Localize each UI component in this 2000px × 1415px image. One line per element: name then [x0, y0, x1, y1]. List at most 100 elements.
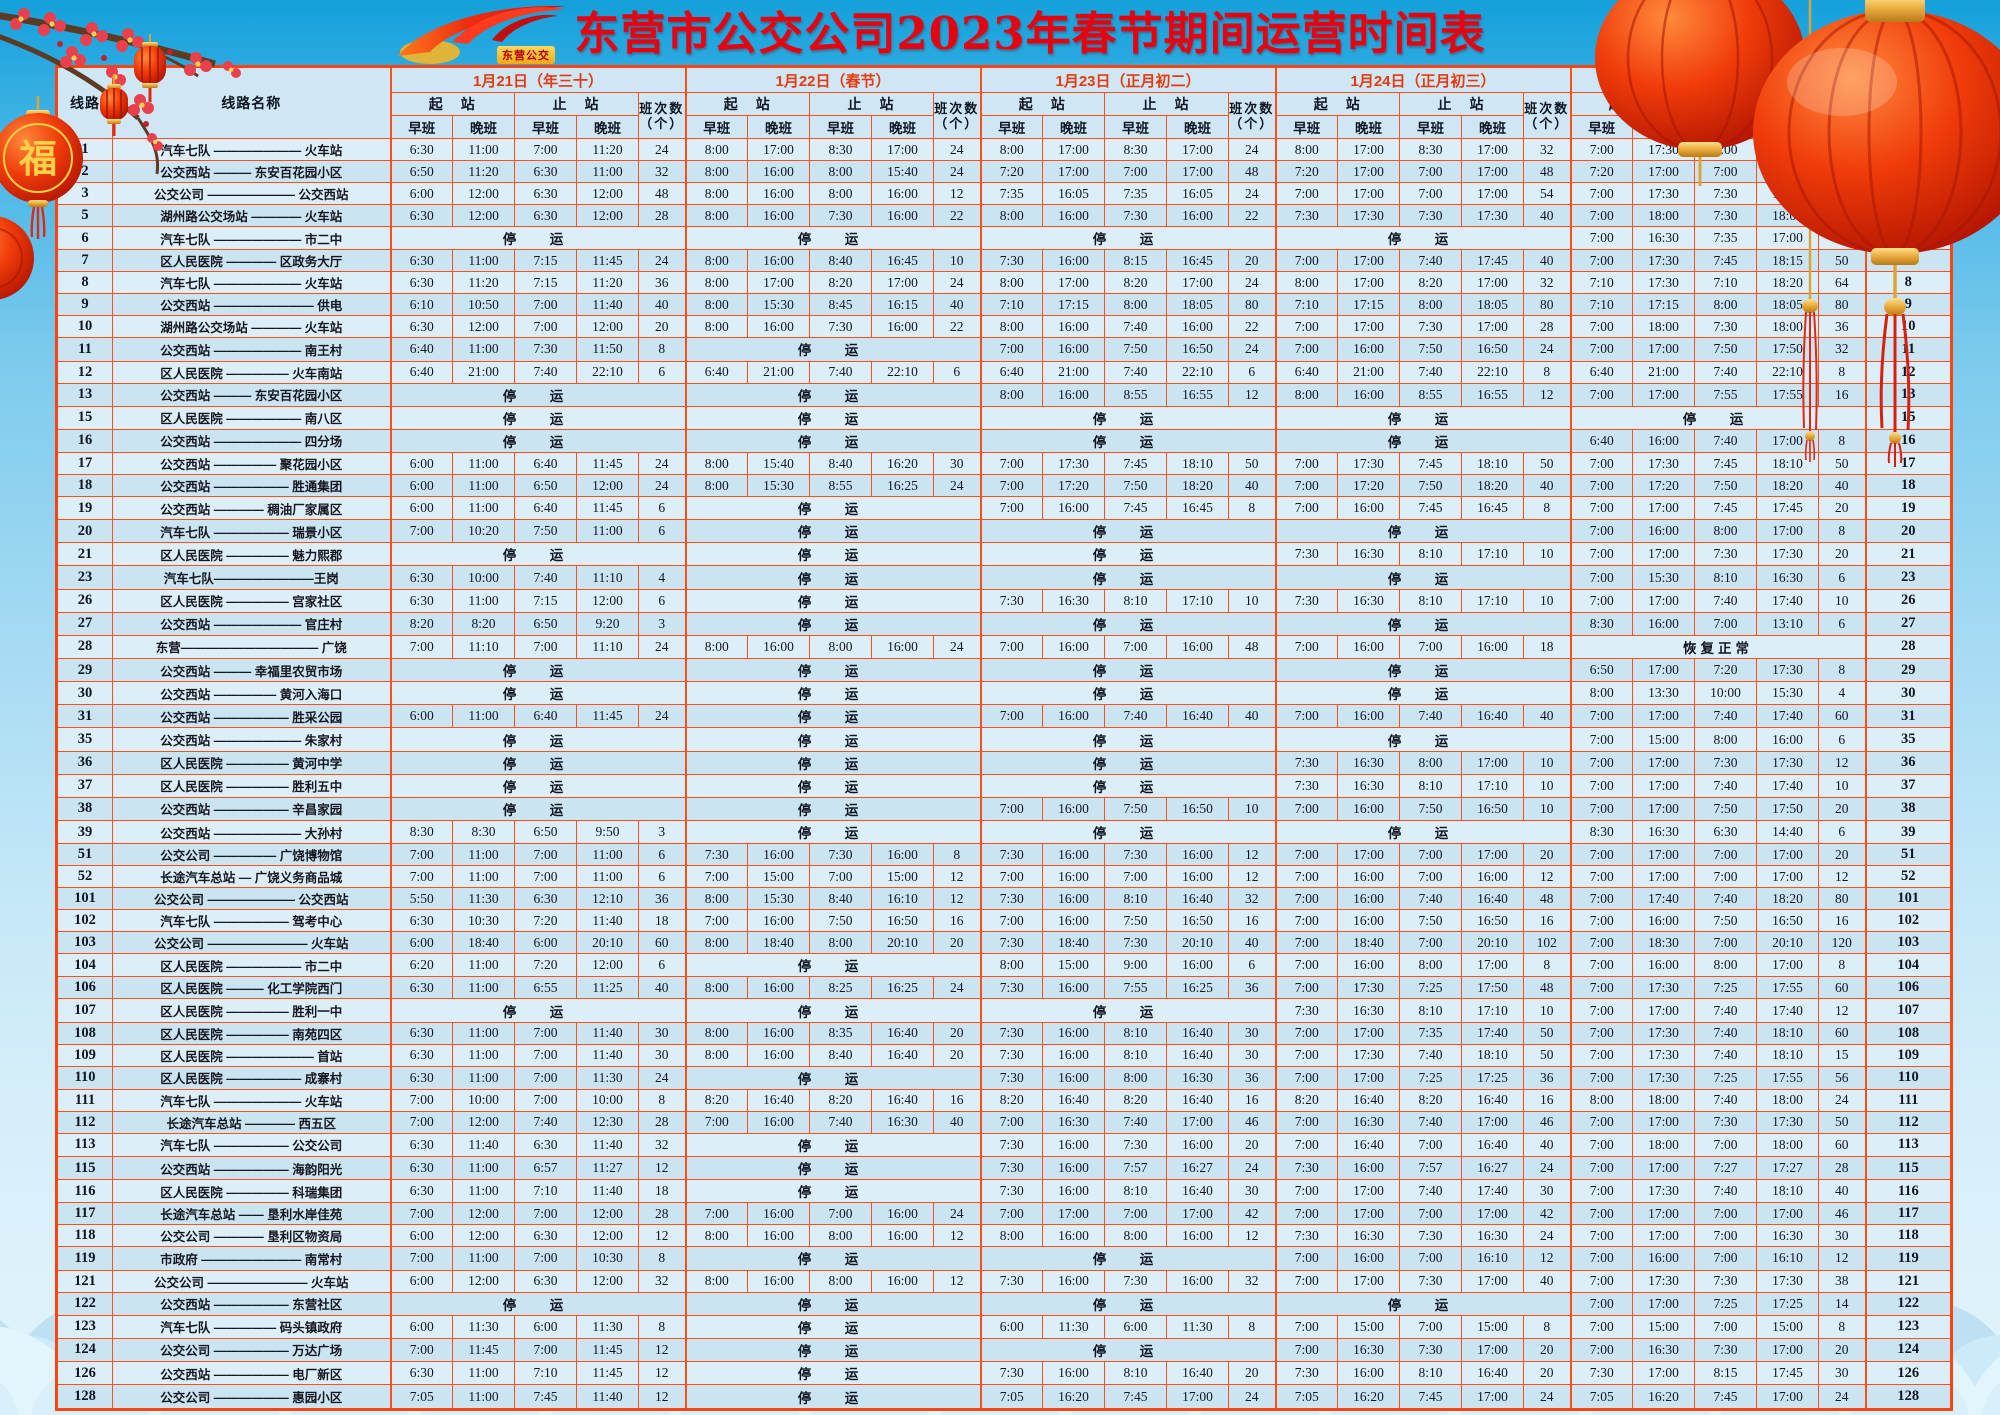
time-cell: 6:30 — [389, 1360, 453, 1386]
time-cell: 11:30 — [1042, 1314, 1105, 1339]
time-cell: 8:00 — [809, 634, 872, 660]
route-number-cell: 26 — [56, 588, 113, 613]
time-cell: 15:30 — [747, 887, 810, 911]
time-cell: 17:20 — [1337, 474, 1400, 498]
route-name-cell: 公交西站 ——— 东安百花园小区 — [112, 382, 391, 407]
suspended-cell: 停 运 — [389, 998, 686, 1023]
time-cell: 17:00 — [1756, 160, 1819, 184]
time-cell: 8:40 — [809, 887, 872, 911]
time-cell: 6:30 — [389, 249, 453, 273]
time-cell: 15:00 — [1461, 1314, 1524, 1339]
trip-count-cell: 12 — [933, 182, 981, 206]
time-cell: 7:00 — [1569, 588, 1633, 613]
time-cell: 7:00 — [1399, 182, 1462, 206]
trip-count-cell: 50 — [1523, 1043, 1571, 1067]
time-cell: 6:40 — [1569, 428, 1633, 453]
trip-count-cell: 20 — [933, 931, 981, 955]
time-cell: 8:00 — [684, 887, 748, 911]
time-cell: 7:00 — [1274, 704, 1338, 729]
table-row: 5 湖州路公交场站 ———— 火车站 6:30 12:00 6:30 12:00 28 8:0… — [56, 204, 1953, 228]
route-number-cell: 7 — [1864, 249, 1953, 273]
time-cell: 16:00 — [1042, 1132, 1105, 1158]
time-cell: 16:00 — [871, 1269, 934, 1293]
time-cell: 16:00 — [1042, 1043, 1105, 1067]
time-cell: 16:00 — [1337, 337, 1400, 362]
time-cell: 12:00 — [576, 1224, 639, 1248]
time-cell: 7:30 — [979, 931, 1043, 955]
time-cell: 16:00 — [1166, 1224, 1229, 1248]
route-number-cell: 52 — [56, 865, 113, 889]
suspended-cell: 停 运 — [979, 565, 1276, 590]
early-shift-header: 早班 — [1399, 115, 1462, 139]
time-cell: 8:20 — [979, 1088, 1043, 1112]
trip-count-cell: 8 — [1817, 360, 1867, 384]
time-cell: 16:30 — [1337, 588, 1400, 613]
route-number-cell: 26 — [1864, 588, 1953, 613]
trip-count-cell: 30 — [1523, 1179, 1571, 1204]
suspended-cell: 停 运 — [684, 750, 981, 775]
time-cell: 11:40 — [576, 1179, 639, 1204]
time-cell: 7:00 — [1569, 565, 1633, 590]
time-cell: 7:00 — [1569, 519, 1633, 544]
time-cell: 17:45 — [1461, 249, 1524, 273]
time-cell: 7:30 — [979, 843, 1043, 867]
suspended-cell: 停 运 — [979, 1337, 1276, 1362]
route-number-cell: 103 — [1864, 931, 1953, 955]
time-cell: 7:30 — [1399, 315, 1462, 339]
time-cell: 7:00 — [1569, 887, 1633, 911]
trip-count-cell: 24 — [933, 160, 981, 184]
time-cell: 15:00 — [1756, 1314, 1819, 1339]
route-name-cell: 公交西站 —————— 辛昌家园 — [112, 796, 391, 822]
suspended-cell: 停 运 — [979, 750, 1276, 775]
time-cell: 17:00 — [1756, 865, 1819, 889]
time-cell: 17:00 — [1166, 271, 1229, 295]
trip-count-cell: 50 — [1817, 451, 1867, 476]
time-cell: 6:20 — [389, 953, 453, 978]
time-cell: 7:30 — [1274, 542, 1338, 567]
time-cell: 16:00 — [1042, 796, 1105, 822]
time-cell: 17:00 — [1632, 865, 1695, 889]
suspended-cell: 停 运 — [684, 820, 981, 845]
time-cell: 6:50 — [514, 474, 577, 498]
route-name-cell: 区人民医院 ———— 区政务大厅 — [112, 249, 391, 273]
time-cell: 16:00 — [1632, 611, 1695, 636]
time-cell: 8:00 — [684, 249, 748, 273]
time-cell: 7:00 — [1569, 1269, 1633, 1293]
time-cell: 18:05 — [1756, 293, 1819, 317]
time-cell: 6:50 — [514, 611, 577, 636]
time-cell: 16:00 — [747, 634, 810, 660]
trip-count-cell: 80 — [1228, 293, 1276, 317]
time-cell: 16:00 — [1042, 1179, 1105, 1204]
time-cell: 8:55 — [809, 474, 872, 498]
time-cell: 17:40 — [1756, 998, 1819, 1023]
trip-count-cell: 16 — [1228, 909, 1276, 933]
trip-count-cell: 28 — [638, 1110, 686, 1134]
suspended-cell: 停 运 — [1274, 658, 1571, 683]
time-cell: 7:30 — [1104, 1132, 1167, 1158]
time-cell: 17:00 — [1337, 271, 1400, 295]
time-cell: 7:00 — [979, 496, 1043, 521]
time-cell: 17:10 — [1166, 588, 1229, 613]
time-cell: 7:40 — [1104, 360, 1167, 384]
route-number-cell: 108 — [1864, 1021, 1953, 1045]
time-cell: 10:30 — [576, 1246, 639, 1271]
route-name-cell: 公交西站 ——————— 四分场 — [112, 428, 391, 453]
time-cell: 16:40 — [1166, 1360, 1229, 1386]
time-cell: 6:30 — [389, 315, 453, 339]
time-cell: 17:30 — [1632, 1179, 1695, 1204]
time-cell: 7:50 — [1399, 474, 1462, 498]
time-cell: 7:00 — [1274, 796, 1338, 822]
time-cell: 7:50 — [1694, 337, 1757, 362]
time-cell: 7:10 — [514, 1360, 577, 1386]
time-cell: 7:30 — [979, 249, 1043, 273]
route-number-cell: 8 — [1864, 271, 1953, 295]
route-number-cell: 18 — [56, 474, 113, 498]
route-name-cell: 公交西站 ————— 黄河入海口 — [112, 681, 391, 706]
trip-count-cell: 56 — [1817, 137, 1867, 162]
trip-count-cell: 6 — [1228, 360, 1276, 384]
time-cell: 17:00 — [1632, 998, 1695, 1023]
route-number-cell: 106 — [56, 976, 113, 1000]
time-cell: 16:30 — [1632, 1337, 1695, 1362]
route-number-cell: 108 — [56, 1021, 113, 1045]
time-cell: 17:00 — [747, 137, 810, 162]
